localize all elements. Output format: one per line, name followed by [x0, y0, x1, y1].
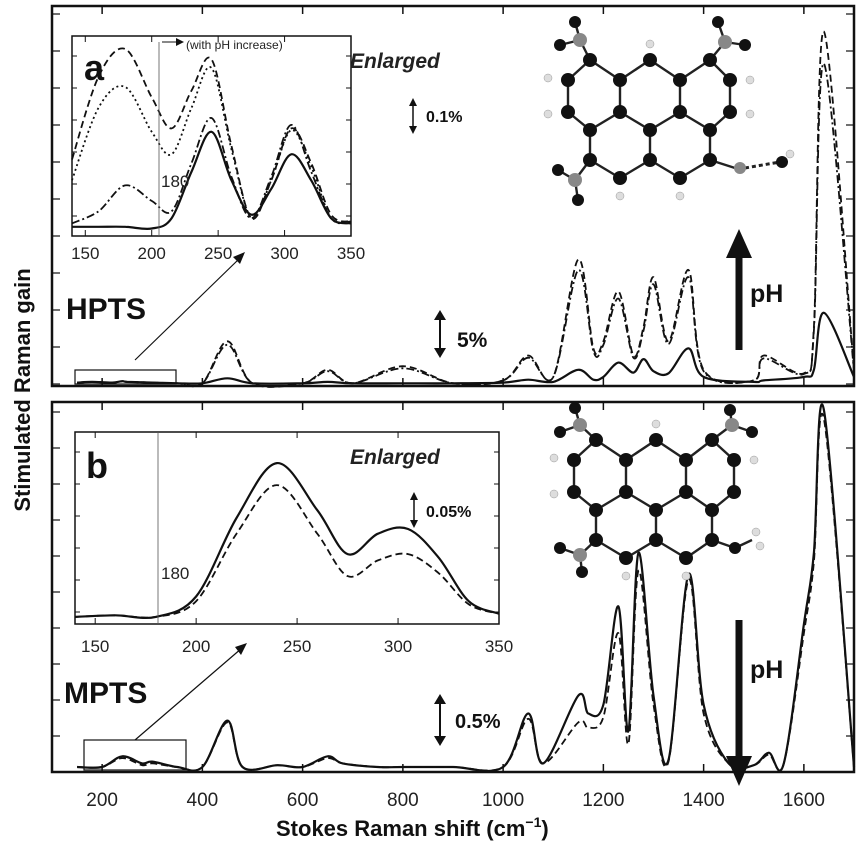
y-axis-label: Stimulated Raman gain	[10, 268, 35, 511]
panel-b-frame	[50, 400, 856, 774]
hpts-molecule	[543, 16, 795, 206]
inset-a-ph-increase-label: (with pH increase)	[186, 38, 283, 52]
inset-a-frame	[71, 35, 352, 237]
panel-b-spectra	[77, 403, 856, 773]
panel-a-scale-arrowhead-up	[434, 310, 446, 320]
series-line-dashed	[77, 413, 855, 772]
series-line-dashdot	[77, 62, 855, 388]
inset-x-tick-label: 300	[270, 244, 298, 263]
x-axis-label-text: Stokes Raman shift (cm	[276, 816, 525, 841]
series-line-dotted	[71, 66, 352, 225]
panel-b-zoom-arrow	[134, 647, 243, 741]
panel-a-spectra	[77, 30, 855, 388]
inset-b-frame	[74, 431, 500, 625]
x-tick-label: 800	[387, 790, 419, 811]
mpts-molecule	[549, 402, 765, 581]
series-line-dashdot	[71, 117, 352, 225]
ph-up-label: pH	[750, 280, 783, 308]
panel-b-scale-arrowhead-up	[434, 694, 446, 704]
panel-b-letter: b	[86, 445, 108, 486]
inset-b-scale-arrowhead-down	[410, 520, 418, 528]
panel-a-scale-label: 5%	[457, 329, 488, 352]
inset-x-tick-label: 150	[71, 244, 99, 263]
panel-a-zoom-box	[74, 369, 177, 385]
x-tick-label: 400	[187, 790, 219, 811]
inset-a-180-label: 180	[161, 172, 189, 191]
panel-b-zoom-arrowhead	[235, 643, 247, 655]
inset-b-spectra	[74, 462, 500, 620]
inset-x-tick-label: 300	[384, 637, 412, 656]
main-axis-ticks	[52, 6, 854, 772]
inset-b-180-label: 180	[161, 564, 189, 583]
inset-x-tick-label: 250	[283, 637, 311, 656]
ph-down-label: pH	[750, 656, 783, 684]
x-tick-label: 600	[287, 790, 319, 811]
inset-x-tick-label: 200	[182, 637, 210, 656]
mpts-label: MPTS	[64, 677, 147, 710]
panel-b-scale-arrowhead-down	[434, 736, 446, 746]
panel-a-letter: a	[84, 47, 105, 88]
panel-a-zoom-arrow	[134, 257, 241, 361]
inset-x-tick-label: 350	[337, 244, 365, 263]
inset-a-ticks: 150 200 250 300 350	[71, 36, 365, 263]
inset-b-enlarged-label: Enlarged	[350, 446, 441, 469]
series-line-dashed	[74, 484, 500, 619]
x-tick-label: 1600	[783, 790, 825, 811]
panel-b-scale-label: 0.5%	[455, 711, 501, 733]
x-tick-label: 200	[86, 790, 118, 811]
series-line-solid	[77, 403, 856, 773]
inset-a-scale-arrowhead-down	[409, 126, 417, 134]
hpts-label: HPTS	[66, 293, 146, 326]
inset-a-enlarged-label: Enlarged	[350, 50, 441, 73]
x-tick-label: 1200	[582, 790, 624, 811]
inset-b-ticks: 150 200 250 300 350	[75, 432, 513, 656]
series-line-solid	[72, 130, 352, 231]
inset-x-tick-label: 200	[138, 244, 166, 263]
panel-a-scale-arrowhead-down	[434, 348, 446, 358]
ph-up-arrowhead	[726, 229, 752, 258]
panel-a-frame	[50, 4, 856, 388]
inset-a-scale-arrowhead-up	[409, 98, 417, 106]
x-tick-label: 1400	[682, 790, 724, 811]
ph-down-arrowhead	[726, 756, 752, 786]
inset-x-tick-label: 150	[81, 637, 109, 656]
x-axis-label-end: )	[541, 816, 548, 841]
ph-increase-arrowhead	[176, 38, 184, 46]
inset-a-spectra	[71, 47, 352, 231]
x-axis-label: Stokes Raman shift (cm−1)	[276, 814, 549, 841]
x-tick-label: 1000	[482, 790, 524, 811]
inset-x-tick-label: 350	[485, 637, 513, 656]
panel-a-zoom-arrowhead	[233, 252, 245, 264]
inset-x-tick-label: 250	[204, 244, 232, 263]
x-axis-label-sup: −1	[525, 814, 541, 830]
inset-b-scale-arrowhead-up	[410, 492, 418, 500]
inset-a-scale-label: 0.1%	[426, 109, 462, 126]
inset-b-scale-label: 0.05%	[426, 504, 471, 521]
